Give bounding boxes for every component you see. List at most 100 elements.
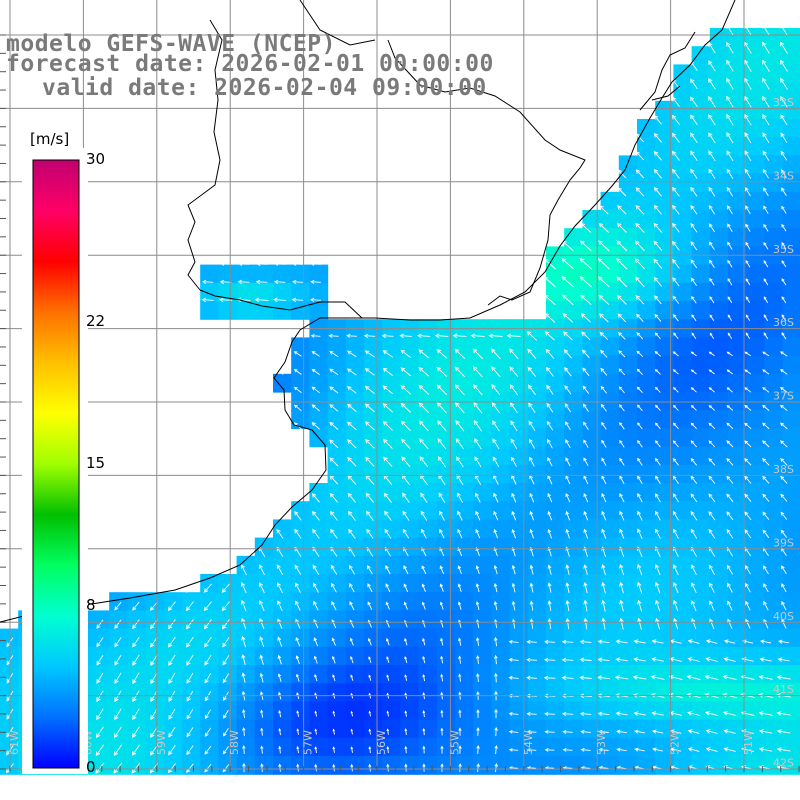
wind-speed-cell [364, 555, 383, 575]
wind-arrow [404, 656, 408, 664]
wind-arrow [273, 297, 287, 303]
wind-arrow [292, 261, 303, 266]
wind-arrow [583, 421, 589, 430]
wind-arrow [564, 403, 572, 413]
wind-arrow [185, 619, 194, 630]
wind-speed-cell [618, 228, 638, 247]
wind-speed-cell [491, 555, 511, 575]
wind-arrow [241, 654, 246, 666]
wind-arrow [726, 529, 734, 539]
wind-speed-cell [600, 301, 620, 320]
wind-arrow [616, 258, 628, 270]
wind-speed-cell [436, 610, 456, 630]
wind-speed-cell [673, 519, 693, 539]
wind-speed-cell [345, 665, 365, 684]
wind-speed-cell [618, 210, 638, 229]
wind-arrow [493, 492, 499, 503]
wind-arrow [508, 711, 519, 716]
wind-speed-cell [746, 137, 765, 156]
wind-arrow [744, 113, 752, 126]
wind-speed-cell [236, 628, 256, 648]
wind-arrow [526, 748, 537, 752]
wind-speed-cell [509, 555, 529, 575]
wind-speed-cell [127, 756, 147, 775]
wind-speed-cell [546, 683, 565, 702]
wind-arrow [240, 599, 247, 612]
wind-speed-cell [673, 210, 693, 229]
wind-speed-cell [637, 628, 656, 648]
wind-arrow [690, 528, 698, 539]
wind-arrow [708, 475, 716, 484]
wind-speed-cell [709, 537, 729, 557]
wind-arrow [296, 763, 300, 772]
wind-speed-cell [637, 301, 656, 320]
wind-arrow [527, 348, 537, 360]
wind-arrow [635, 205, 645, 215]
wind-speed-cell [582, 392, 602, 411]
wind-speed-cell [364, 373, 383, 393]
wind-arrow [763, 296, 769, 304]
wind-speed-cell [254, 301, 274, 320]
wind-speed-cell [691, 756, 711, 775]
wind-speed-cell [673, 137, 693, 156]
wind-speed-cell [673, 701, 693, 721]
wind-speed-cell [564, 646, 583, 666]
wind-speed-cell [764, 719, 784, 739]
wind-arrow [579, 639, 592, 645]
wind-speed-cell [345, 756, 365, 775]
wind-arrow [781, 296, 787, 304]
wind-speed-cell [546, 628, 565, 648]
wind-speed-cell [309, 665, 329, 684]
wind-speed-cell [436, 665, 456, 684]
wind-speed-cell [764, 610, 784, 630]
wind-speed-cell [200, 628, 219, 648]
wind-arrow [511, 492, 517, 503]
wind-speed-cell [637, 719, 656, 739]
wind-arrow [780, 440, 788, 448]
wind-speed-cell [400, 410, 420, 429]
wind-speed-cell [345, 628, 365, 648]
wind-arrow [329, 421, 339, 430]
wind-speed-cell [145, 701, 165, 721]
wind-arrow [350, 656, 354, 664]
wind-speed-cell [691, 537, 711, 557]
wind-speed-cell [582, 337, 602, 357]
wind-arrow [708, 223, 715, 233]
wind-speed-cell [0, 665, 19, 684]
wind-arrow [493, 636, 498, 647]
wind-speed-cell [436, 519, 456, 539]
wind-arrow [672, 369, 679, 375]
wind-speed-cell [782, 628, 800, 648]
wind-arrow [687, 747, 700, 752]
wind-arrow [220, 261, 232, 266]
wind-arrow [708, 60, 716, 72]
wind-arrow [204, 654, 212, 666]
wind-speed-cell [637, 483, 656, 502]
wind-speed-cell [564, 610, 583, 630]
wind-speed-cell [527, 646, 547, 666]
wind-speed-cell [618, 737, 638, 757]
colorbar-tick-label: 8 [86, 595, 96, 614]
wind-speed-cell [364, 446, 383, 466]
wind-arrow [562, 240, 574, 252]
wind-speed-cell [618, 282, 638, 302]
wind-speed-cell [691, 137, 711, 156]
wind-speed-cell [782, 683, 800, 702]
wind-arrow [348, 528, 356, 539]
wind-arrow [745, 205, 751, 215]
wind-speed-cell [655, 610, 674, 630]
wind-arrow [437, 456, 446, 468]
wind-arrow [618, 350, 626, 358]
wind-arrow [473, 384, 483, 396]
wind-arrow [331, 655, 336, 664]
wind-arrow [547, 618, 552, 629]
wind-speed-cell [127, 719, 147, 739]
wind-speed-cell [728, 228, 747, 247]
wind-arrow [366, 528, 374, 539]
wind-speed-cell [418, 665, 438, 684]
wind-arrow [529, 456, 535, 467]
wind-arrow [687, 657, 700, 662]
wind-speed-cell [127, 592, 147, 611]
wind-arrow [598, 294, 610, 305]
wind-speed-cell [728, 282, 747, 302]
